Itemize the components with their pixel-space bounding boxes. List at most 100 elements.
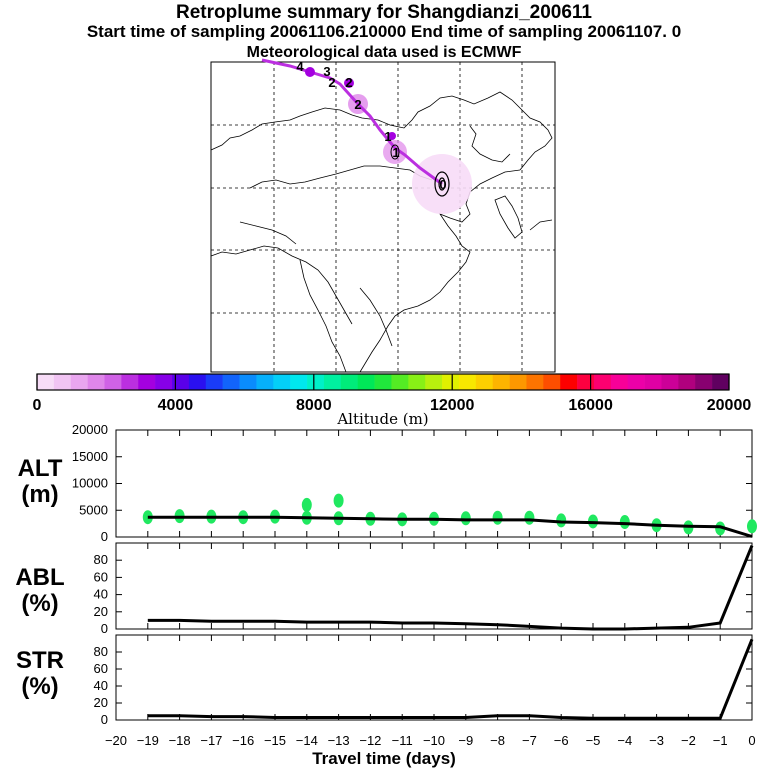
colorbar-swatch [661, 374, 679, 390]
str-panel-label: STR (%) [16, 647, 64, 700]
track-label: 2 [354, 97, 361, 112]
altitude-point [301, 497, 312, 512]
x-tick-label: −14 [296, 733, 318, 748]
colorbar-swatch [644, 374, 662, 390]
colorbar-swatch [526, 374, 544, 390]
altitude-point [747, 519, 757, 534]
colorbar-swatch [678, 374, 696, 390]
x-tick-label: −15 [264, 733, 286, 748]
colorbar-swatch [509, 374, 527, 390]
colorbar-swatch [442, 374, 460, 390]
colorbar-swatch [425, 374, 443, 390]
x-tick-label: −18 [169, 733, 191, 748]
colorbar-swatch [70, 374, 88, 390]
x-axis-label: Travel time (days) [312, 749, 456, 768]
altitude-point [333, 493, 344, 508]
track-label: 4 [296, 59, 304, 74]
y-tick-label: 20 [94, 695, 108, 710]
y-tick-label: 40 [94, 678, 108, 693]
x-tick-label: −2 [681, 733, 696, 748]
altitude-colorbar: 0 4000 8000 12000 16000 20000 Altitude (m) [33, 373, 752, 428]
alt-panel-label: ALT (m) [17, 455, 63, 508]
colorbar-swatch [121, 374, 139, 390]
y-tick-label: 10000 [72, 476, 108, 491]
y-tick-label: 60 [94, 569, 108, 584]
colorbar-swatch [577, 374, 595, 390]
altitude-point [460, 511, 471, 526]
colorbar-swatch [222, 374, 240, 390]
colorbar-swatch [712, 374, 730, 390]
colorbar-swatch [458, 374, 477, 390]
chart-title: Retroplume summary for Shangdianzi_20061… [175, 2, 593, 23]
track-label: 1 [384, 129, 391, 144]
colorbar-swatch [323, 374, 342, 390]
met-data-note: Meteorological data used is ECMWF [246, 44, 522, 61]
x-tick-label: −19 [137, 733, 159, 748]
colorbar-swatch [492, 374, 510, 390]
x-tick-label: −20 [105, 733, 127, 748]
sampling-times: Start time of sampling 20061106.210000 E… [86, 22, 682, 41]
x-tick-label: −8 [490, 733, 505, 748]
colorbar-swatch [560, 374, 578, 390]
x-tick-label: −6 [554, 733, 569, 748]
altitude-point [619, 515, 630, 530]
colorbar-swatch [391, 374, 409, 390]
altitude-point [556, 513, 567, 528]
colorbar-swatch [307, 374, 325, 390]
plume-point-1b [388, 132, 396, 140]
y-tick-label: 0 [101, 621, 108, 636]
colorbar-swatch [340, 374, 358, 390]
colorbar-tick-label: 16000 [568, 397, 613, 414]
colorbar-swatch [627, 374, 645, 390]
x-tick-label: −5 [586, 733, 601, 748]
colorbar-tick-label: 4000 [158, 397, 194, 414]
panel-abl: 80 60 40 20 0 [94, 542, 754, 636]
colorbar-swatch [256, 374, 274, 390]
panel-alt: 20000 15000 10000 5000 0 [72, 422, 757, 544]
track-label: 2 [345, 75, 352, 90]
altitude-point [524, 510, 535, 525]
track-label: 1 [392, 145, 399, 160]
x-tick-label: −17 [200, 733, 222, 748]
colorbar-swatch [205, 374, 223, 390]
colorbar-swatch [290, 374, 308, 390]
plume-point-4 [305, 67, 315, 77]
colorbar-swatch [53, 374, 72, 390]
colorbar-swatch [543, 374, 561, 390]
plume-track [261, 58, 472, 214]
panel-frame [115, 542, 753, 630]
colorbar-swatch [475, 374, 494, 390]
colorbar-swatch [172, 374, 190, 390]
x-tick-label: −9 [458, 733, 473, 748]
x-tick-label: −10 [423, 733, 445, 748]
series-line-alt [147, 515, 753, 538]
x-tick-label: −7 [522, 733, 537, 748]
colorbar-tick-label: 20000 [707, 397, 752, 414]
y-tick-label: 15000 [72, 449, 108, 464]
y-tick-label: 20000 [72, 422, 108, 437]
colorbar-axis-label: Altitude (m) [336, 410, 428, 428]
colorbar-swatch [695, 374, 713, 390]
y-tick-label: 40 [94, 587, 108, 602]
colorbar-swatch [188, 374, 207, 390]
colorbar-swatch [408, 374, 426, 390]
y-tick-label: 5000 [79, 502, 108, 517]
colorbar-swatch [104, 374, 122, 390]
x-tick-label: −4 [617, 733, 632, 748]
colorbar-swatch [37, 374, 55, 390]
y-tick-label: 60 [94, 661, 108, 676]
abl-panel-label: ABL (%) [15, 564, 65, 617]
colorbar-swatch [374, 374, 392, 390]
colorbar-swatch [593, 374, 612, 390]
series-line-abl [147, 545, 754, 631]
colorbar-tick-label: 0 [33, 397, 42, 414]
track-label: 2 [328, 75, 335, 90]
altitude-point [492, 510, 503, 525]
altitude-point [715, 521, 726, 536]
track-label: 3 [323, 64, 330, 79]
x-tick-label: −1 [713, 733, 728, 748]
colorbar-tick-label: 12000 [430, 397, 475, 414]
